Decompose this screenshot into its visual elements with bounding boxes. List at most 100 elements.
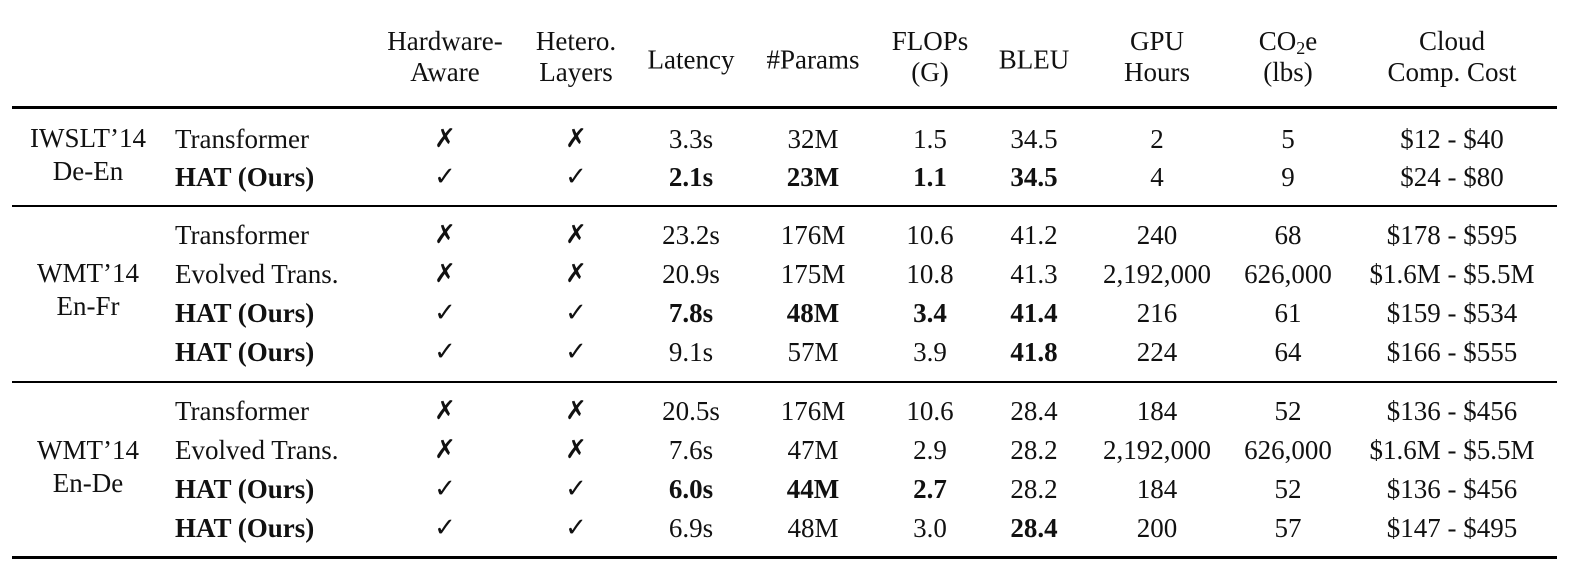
co2-cell: 52 bbox=[1274, 396, 1302, 426]
params-cell: 48M bbox=[787, 513, 839, 543]
params-cell: 57M bbox=[787, 337, 839, 367]
header-params: #Params bbox=[766, 44, 860, 75]
bleu-cell: 41.4 bbox=[1010, 298, 1058, 328]
flops-cell: 10.6 bbox=[906, 220, 954, 250]
latency-cell: 20.9s bbox=[662, 259, 720, 289]
cross-icon: ✗ bbox=[434, 124, 456, 154]
params-cell: 175M bbox=[780, 259, 846, 289]
header-hetero-layers: Hetero. Layers bbox=[535, 26, 617, 87]
header-flops: FLOPs (G) bbox=[891, 26, 969, 87]
bleu-cell: 28.2 bbox=[1010, 474, 1058, 504]
check-icon: ✓ bbox=[565, 162, 587, 192]
co2-cell: 61 bbox=[1274, 298, 1302, 328]
model-name: Evolved Trans. bbox=[175, 435, 339, 465]
cost-cell: $12 - $40 bbox=[1400, 124, 1504, 154]
latency-cell: 7.8s bbox=[668, 298, 714, 328]
gpu-cell: 2,192,000 bbox=[1103, 435, 1211, 465]
group-separator-rule bbox=[12, 205, 1557, 207]
params-cell: 176M bbox=[780, 220, 846, 250]
params-cell: 32M bbox=[787, 124, 839, 154]
gpu-cell: 4 bbox=[1150, 162, 1164, 192]
params-cell: 47M bbox=[787, 435, 839, 465]
flops-cell: 3.9 bbox=[913, 337, 947, 367]
latency-cell: 20.5s bbox=[662, 396, 720, 426]
latency-cell: 6.9s bbox=[668, 513, 714, 543]
latency-cell: 7.6s bbox=[668, 435, 714, 465]
check-icon: ✓ bbox=[434, 474, 456, 504]
dataset-label: IWSLT’14 De-En bbox=[30, 123, 146, 186]
cost-cell: $1.6M - $5.5M bbox=[1369, 259, 1535, 289]
bottom-rule bbox=[12, 556, 1557, 559]
cross-icon: ✗ bbox=[434, 435, 456, 465]
header-latency: Latency bbox=[647, 44, 735, 75]
check-icon: ✓ bbox=[434, 298, 456, 328]
cost-cell: $136 - $456 bbox=[1386, 474, 1518, 504]
cross-icon: ✗ bbox=[565, 124, 587, 154]
check-icon: ✓ bbox=[565, 474, 587, 504]
bleu-cell: 28.4 bbox=[1010, 396, 1058, 426]
latency-cell: 23.2s bbox=[662, 220, 720, 250]
header-co2: CO2e (lbs) bbox=[1258, 26, 1318, 87]
gpu-cell: 184 bbox=[1136, 396, 1178, 426]
cost-cell: $166 - $555 bbox=[1386, 337, 1518, 367]
params-cell: 23M bbox=[786, 162, 840, 192]
gpu-cell: 2 bbox=[1150, 124, 1164, 154]
bleu-cell: 41.3 bbox=[1010, 259, 1058, 289]
gpu-cell: 200 bbox=[1136, 513, 1178, 543]
dataset-label: WMT’14 En-Fr bbox=[37, 258, 139, 321]
co2-cell: 9 bbox=[1281, 162, 1295, 192]
bleu-cell: 28.2 bbox=[1010, 435, 1058, 465]
flops-cell: 2.7 bbox=[913, 474, 947, 504]
params-cell: 48M bbox=[786, 298, 840, 328]
check-icon: ✓ bbox=[565, 337, 587, 367]
check-icon: ✓ bbox=[434, 513, 456, 543]
latency-cell: 3.3s bbox=[668, 124, 714, 154]
bleu-cell: 34.5 bbox=[1010, 162, 1058, 192]
co2-cell: 626,000 bbox=[1244, 435, 1332, 465]
cost-cell: $136 - $456 bbox=[1386, 396, 1518, 426]
model-name: HAT (Ours) bbox=[175, 337, 315, 367]
cross-icon: ✗ bbox=[565, 220, 587, 250]
group-separator-rule bbox=[12, 381, 1557, 383]
model-name: Evolved Trans. bbox=[175, 259, 339, 289]
flops-cell: 1.5 bbox=[913, 124, 947, 154]
top-rule bbox=[12, 106, 1557, 109]
bleu-cell: 34.5 bbox=[1010, 124, 1058, 154]
check-icon: ✓ bbox=[565, 298, 587, 328]
header-cloud-cost: Cloud Comp. Cost bbox=[1387, 26, 1517, 87]
cost-cell: $24 - $80 bbox=[1400, 162, 1504, 192]
flops-cell: 3.0 bbox=[913, 513, 947, 543]
co2-cell: 626,000 bbox=[1244, 259, 1332, 289]
latency-cell: 6.0s bbox=[668, 474, 714, 504]
model-name: HAT (Ours) bbox=[175, 513, 315, 543]
co2-cell: 57 bbox=[1274, 513, 1302, 543]
header-hardware-aware: Hardware- Aware bbox=[387, 26, 503, 87]
co2-cell: 5 bbox=[1281, 124, 1295, 154]
header-gpu-hours: GPU Hours bbox=[1124, 26, 1190, 87]
cost-cell: $1.6M - $5.5M bbox=[1369, 435, 1535, 465]
flops-cell: 10.8 bbox=[906, 259, 954, 289]
model-name: Transformer bbox=[175, 124, 309, 154]
cross-icon: ✗ bbox=[434, 220, 456, 250]
params-cell: 44M bbox=[786, 474, 840, 504]
cost-cell: $147 - $495 bbox=[1386, 513, 1518, 543]
flops-cell: 1.1 bbox=[913, 162, 947, 192]
bleu-cell: 41.8 bbox=[1010, 337, 1058, 367]
cross-icon: ✗ bbox=[565, 396, 587, 426]
co2-cell: 68 bbox=[1274, 220, 1302, 250]
cross-icon: ✗ bbox=[434, 396, 456, 426]
model-name: HAT (Ours) bbox=[175, 474, 315, 504]
model-name: Transformer bbox=[175, 220, 309, 250]
check-icon: ✓ bbox=[434, 337, 456, 367]
latency-cell: 9.1s bbox=[668, 337, 714, 367]
dataset-label: WMT’14 En-De bbox=[37, 435, 139, 498]
check-icon: ✓ bbox=[434, 162, 456, 192]
flops-cell: 2.9 bbox=[913, 435, 947, 465]
cross-icon: ✗ bbox=[434, 259, 456, 289]
params-cell: 176M bbox=[780, 396, 846, 426]
cost-cell: $159 - $534 bbox=[1386, 298, 1518, 328]
co2-cell: 52 bbox=[1274, 474, 1302, 504]
gpu-cell: 240 bbox=[1136, 220, 1178, 250]
gpu-cell: 224 bbox=[1136, 337, 1178, 367]
